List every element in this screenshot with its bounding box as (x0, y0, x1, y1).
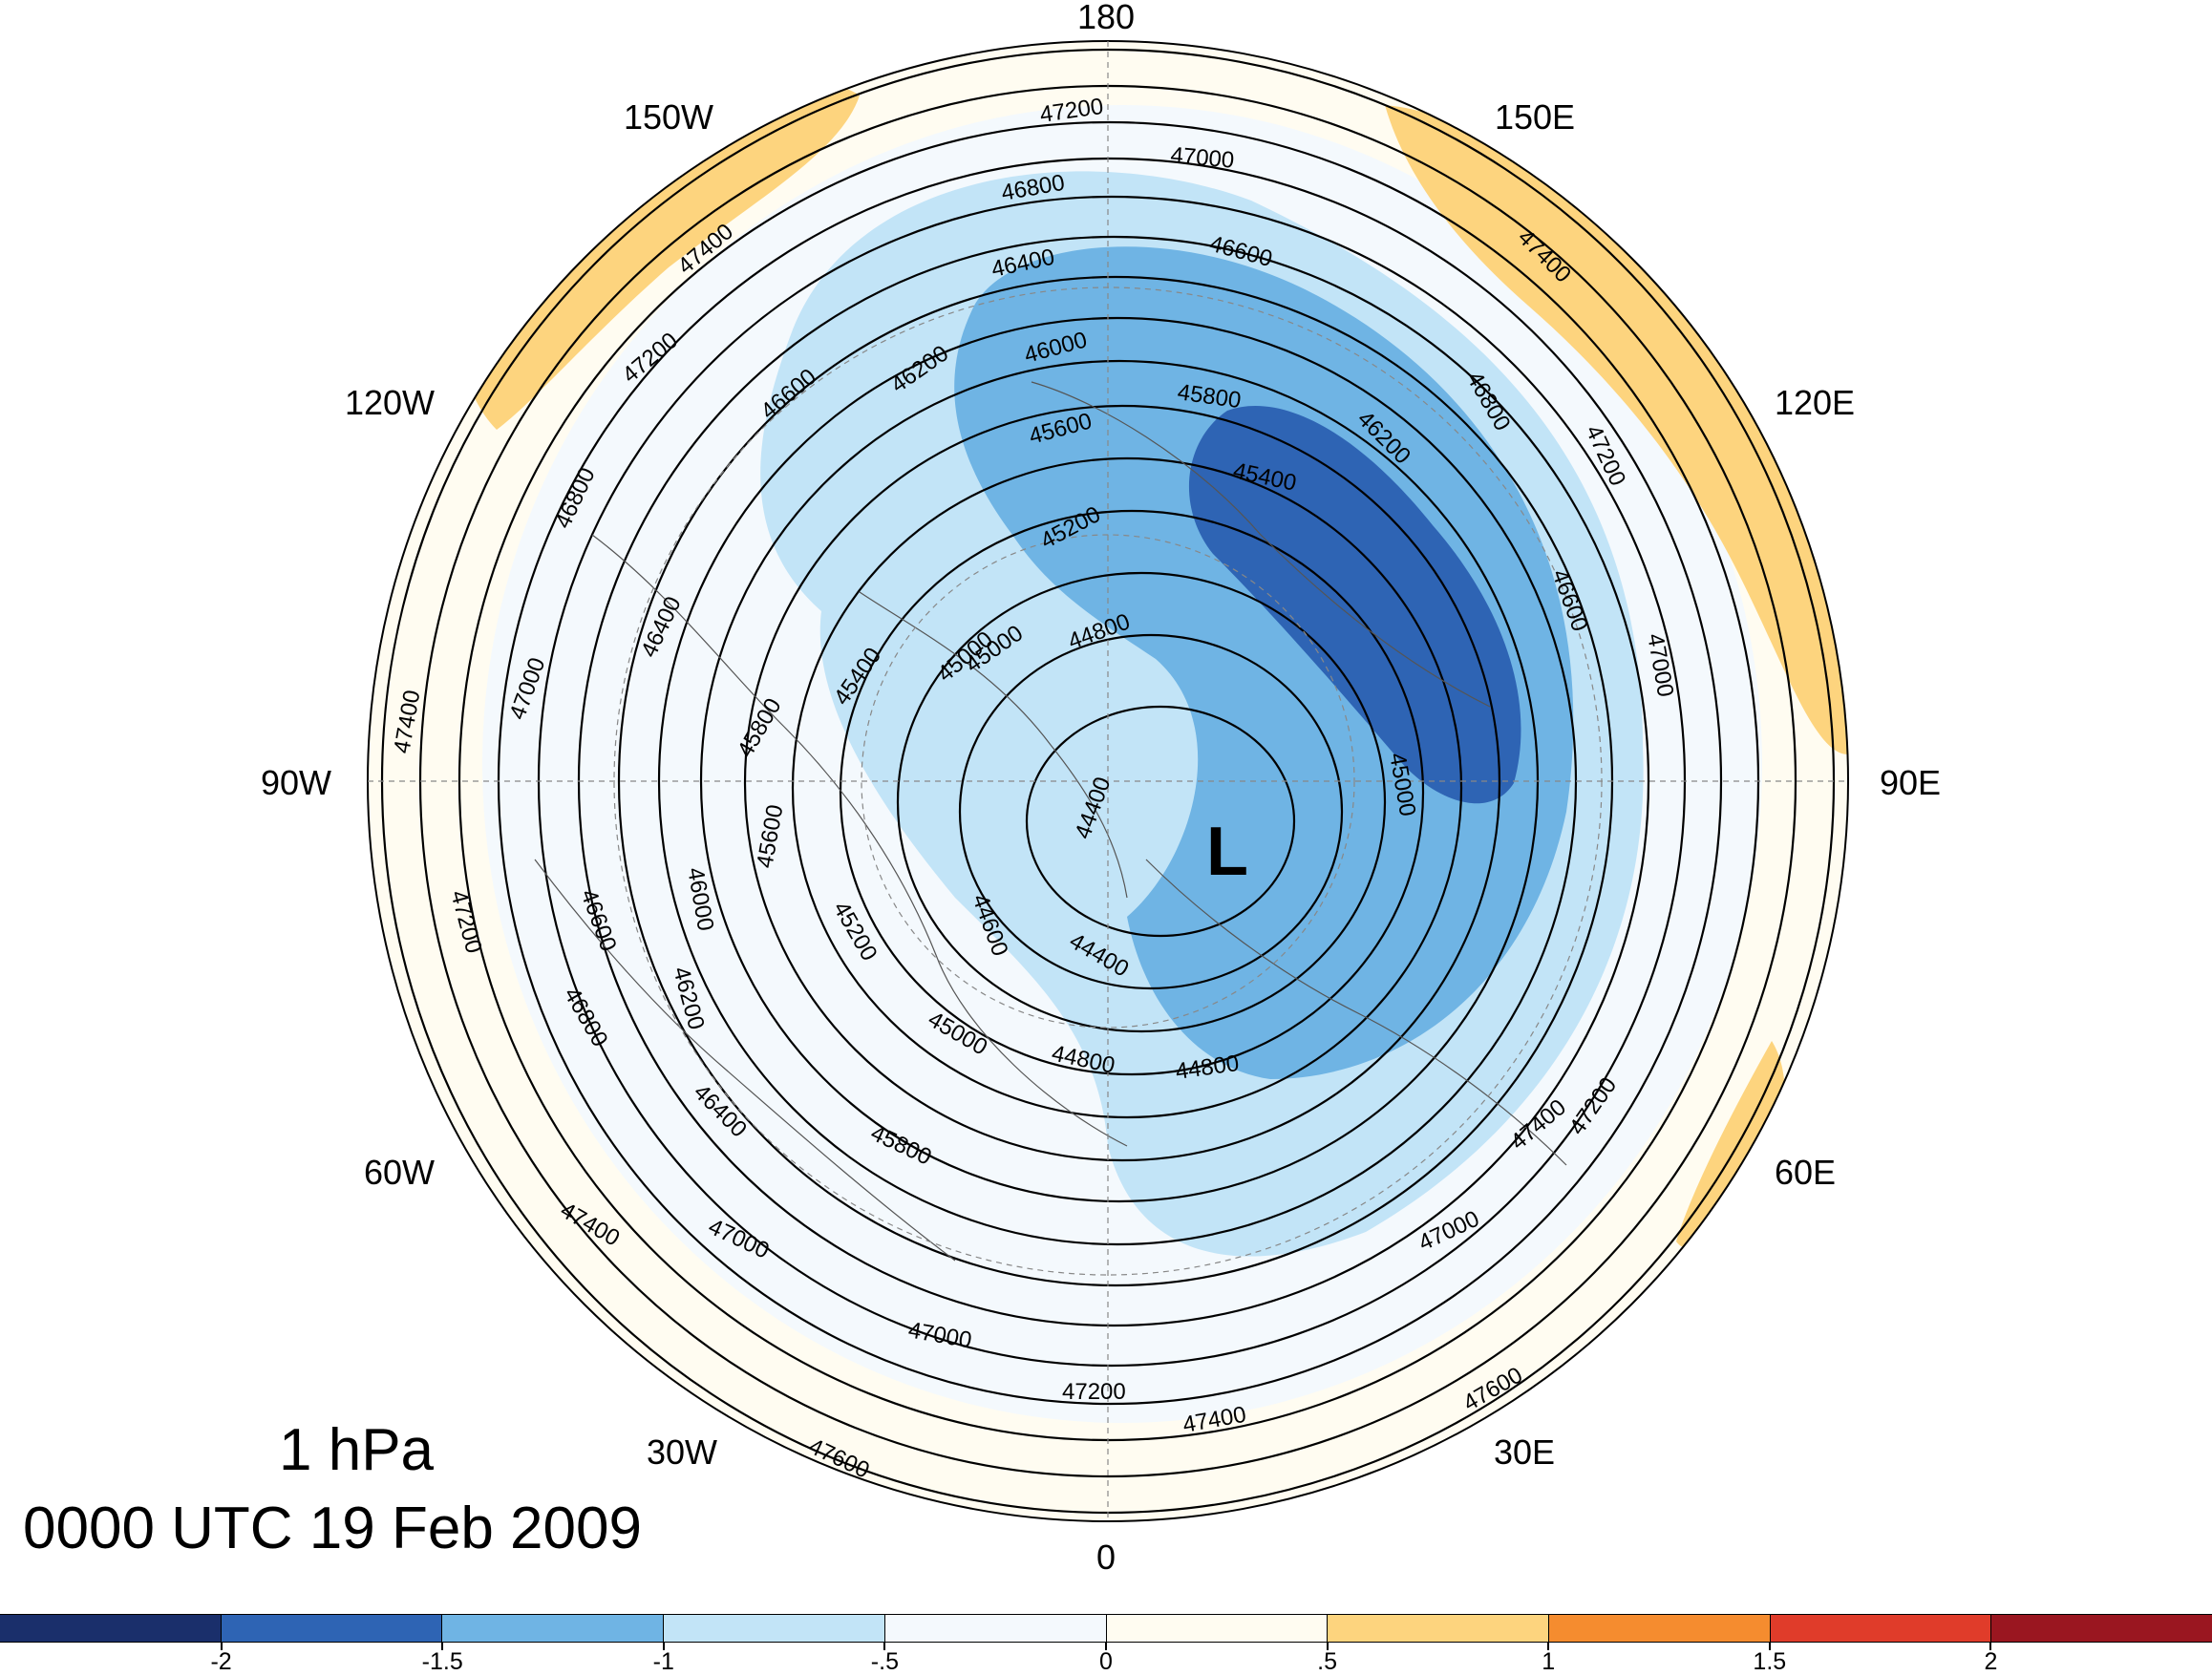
colorbar-tick (220, 1643, 223, 1650)
colorbar-tick (1989, 1643, 1992, 1650)
positive-anomaly-60e (1676, 1041, 1785, 1249)
lon-label-90w: 90W (261, 763, 331, 802)
colorbar-tick (883, 1643, 886, 1650)
lon-label-60w: 60W (364, 1153, 435, 1192)
contour-label: 47200 (1062, 1379, 1126, 1405)
pressure-level-title: 1 hPa (279, 1417, 435, 1483)
colorbar-swatch (1328, 1615, 1549, 1642)
graticule (368, 41, 1848, 1521)
colorbar-tick (1105, 1643, 1107, 1650)
colorbar-tick (441, 1643, 444, 1650)
colorbar-tick-label: -1 (652, 1648, 674, 1675)
colorbar-tick (662, 1643, 665, 1650)
colorbar-tick-label: 2 (1984, 1648, 1998, 1675)
colorbar-tick-label: 1 (1542, 1648, 1556, 1675)
colorbar-tick (1547, 1643, 1550, 1650)
lon-label-30w: 30W (647, 1432, 717, 1472)
colorbar-tick (1768, 1643, 1771, 1650)
valid-time-title: 0000 UTC 19 Feb 2009 (23, 1496, 642, 1561)
colorbar-swatch (1991, 1615, 2212, 1642)
colorbar-swatch (1548, 1615, 1771, 1642)
lon-label-60e: 60E (1775, 1153, 1836, 1192)
colorbar-tick-label: 0 (1099, 1648, 1113, 1675)
lon-label-120w: 120W (345, 383, 435, 422)
colorbar-swatch (0, 1615, 222, 1642)
contour-label: 47000 (1169, 142, 1235, 174)
colorbar (0, 1614, 2212, 1643)
colorbar-tick-label: -.5 (870, 1648, 899, 1675)
colorbar-swatch (221, 1615, 443, 1642)
lon-label-180: 180 (1077, 0, 1135, 36)
lon-label-30e: 30E (1494, 1432, 1555, 1472)
colorbar-tick-label: 1.5 (1753, 1648, 1787, 1675)
colorbar-swatch (442, 1615, 665, 1642)
colorbar-swatch (1106, 1615, 1329, 1642)
anomaly-dark-blue (1188, 406, 1521, 804)
lon-label-0: 0 (1096, 1538, 1116, 1577)
anomaly-medium-blue (954, 246, 1574, 1079)
lon-label-150w: 150W (624, 97, 713, 137)
colorbar-tick-label: .5 (1317, 1648, 1338, 1675)
lon-label-120e: 120E (1775, 383, 1855, 422)
coastlines (534, 381, 1567, 1262)
colorbar-swatch (664, 1615, 885, 1642)
colorbar-swatch (884, 1615, 1107, 1642)
colorbar-tick-label: -1.5 (421, 1648, 463, 1675)
colorbar-swatch (1770, 1615, 1992, 1642)
colorbar-tick (1326, 1643, 1329, 1650)
low-pressure-marker: L (1206, 814, 1248, 890)
lon-label-150e: 150E (1495, 97, 1575, 137)
colorbar-tick-label: -2 (210, 1648, 232, 1675)
longitude-labels: 180 150E 120E 90E 60E 30E 0 30W 60W 90W … (261, 0, 1941, 1577)
positive-anomaly-120e (1385, 105, 1848, 754)
lon-label-90e: 90E (1880, 763, 1941, 802)
